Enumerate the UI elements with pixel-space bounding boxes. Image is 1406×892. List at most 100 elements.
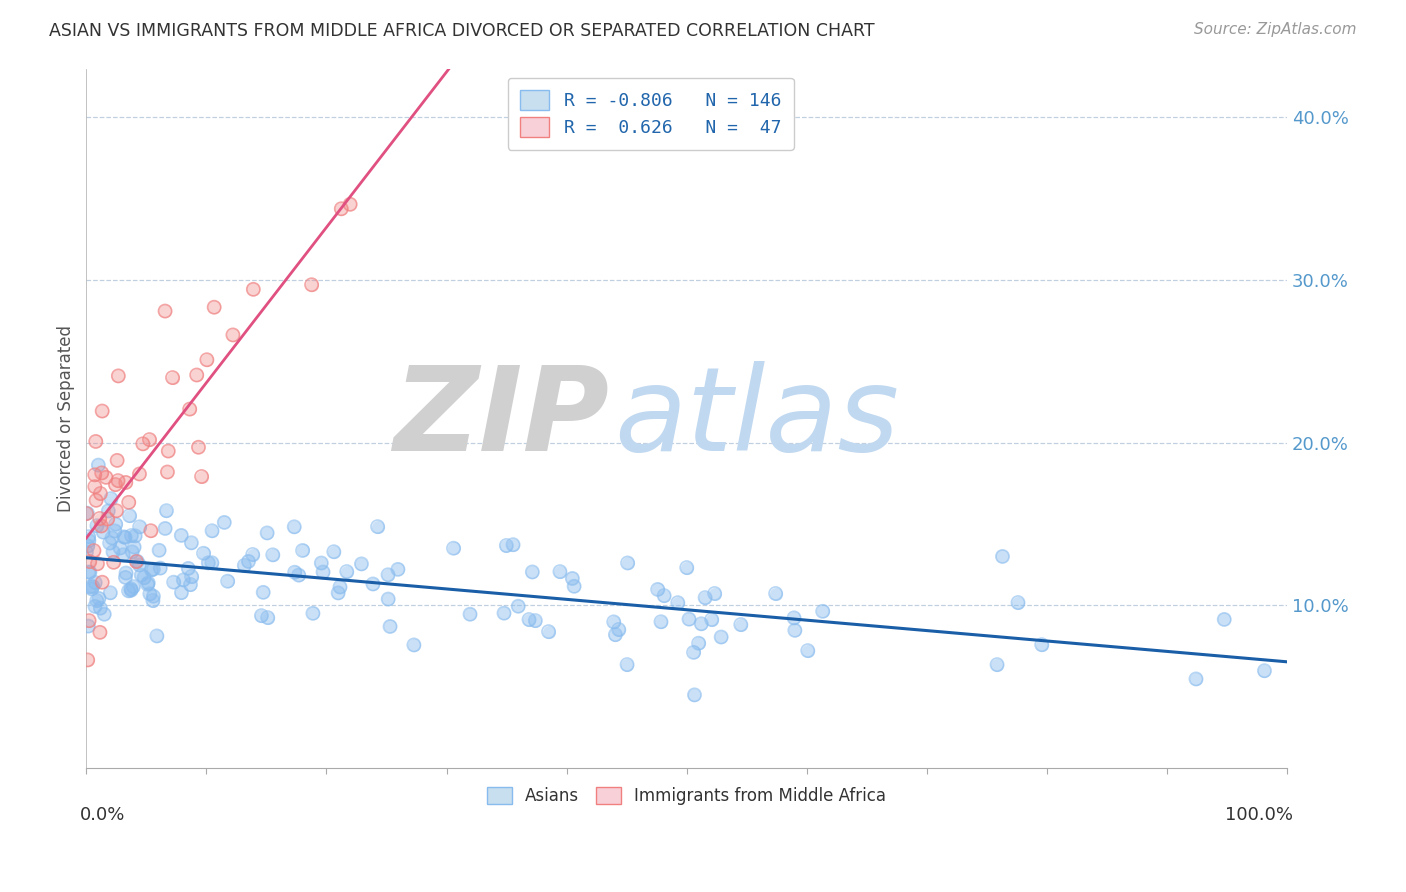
Point <box>87 458 110 472</box>
Point <box>177 561 200 575</box>
Point <box>138 433 160 447</box>
Point <box>616 556 638 570</box>
Point <box>179 577 201 591</box>
Point <box>90 466 112 480</box>
Point <box>387 562 409 576</box>
Point <box>98 536 121 550</box>
Point <box>301 277 323 292</box>
Point <box>117 583 139 598</box>
Point <box>250 608 273 623</box>
Point <box>138 433 160 447</box>
Point <box>76 653 98 667</box>
Point <box>104 524 127 538</box>
Point <box>104 524 127 538</box>
Point <box>195 352 218 367</box>
Point <box>136 577 159 591</box>
Point <box>339 197 361 211</box>
Point <box>214 516 236 530</box>
Point <box>675 560 697 574</box>
Point <box>377 592 399 607</box>
Point <box>76 653 98 667</box>
Point <box>678 612 700 626</box>
Point <box>91 575 114 590</box>
Point <box>87 591 110 606</box>
Point <box>170 528 193 542</box>
Point <box>91 404 114 418</box>
Point <box>322 545 344 559</box>
Point <box>195 352 218 367</box>
Point <box>495 539 517 553</box>
Point <box>172 573 194 587</box>
Point <box>250 608 273 623</box>
Point <box>75 545 97 559</box>
Point <box>377 567 399 582</box>
Point <box>222 327 245 342</box>
Text: Source: ZipAtlas.com: Source: ZipAtlas.com <box>1194 22 1357 37</box>
Point <box>177 561 200 575</box>
Point <box>104 517 127 532</box>
Point <box>94 470 117 484</box>
Point <box>86 593 108 607</box>
Point <box>730 617 752 632</box>
Point <box>77 614 100 628</box>
Point <box>217 574 239 589</box>
Point <box>83 543 105 558</box>
Point <box>120 582 142 596</box>
Point <box>678 612 700 626</box>
Point <box>148 543 170 558</box>
Point <box>256 525 278 540</box>
Point <box>350 557 373 571</box>
Text: ZIP: ZIP <box>392 360 609 475</box>
Point <box>76 539 98 553</box>
Point <box>180 569 202 583</box>
Point <box>98 536 121 550</box>
Point <box>650 615 672 629</box>
Point <box>1185 672 1208 686</box>
Point <box>93 607 115 622</box>
Point <box>710 630 733 644</box>
Point <box>128 467 150 481</box>
Point <box>283 520 305 534</box>
Point <box>83 480 105 494</box>
Point <box>765 586 787 600</box>
Point <box>107 368 129 383</box>
Point <box>1031 638 1053 652</box>
Point <box>603 615 626 629</box>
Point <box>242 282 264 296</box>
Point <box>149 561 172 575</box>
Point <box>700 613 723 627</box>
Point <box>121 545 143 559</box>
Point <box>328 586 350 600</box>
Point <box>136 576 159 591</box>
Point <box>107 474 129 488</box>
Point <box>82 579 104 593</box>
Point <box>141 563 163 577</box>
Point <box>537 624 560 639</box>
Y-axis label: Divorced or Separated: Divorced or Separated <box>58 325 75 512</box>
Point <box>222 327 245 342</box>
Point <box>153 521 176 535</box>
Point <box>115 566 138 580</box>
Point <box>652 589 675 603</box>
Point <box>283 520 305 534</box>
Point <box>688 636 710 650</box>
Point <box>112 530 135 544</box>
Point <box>242 282 264 296</box>
Point <box>700 613 723 627</box>
Point <box>197 556 219 570</box>
Point <box>548 565 571 579</box>
Point <box>122 580 145 594</box>
Point <box>149 561 172 575</box>
Point <box>377 592 399 607</box>
Point <box>710 630 733 644</box>
Point <box>91 575 114 590</box>
Point <box>75 507 97 521</box>
Point <box>616 556 638 570</box>
Text: 100.0%: 100.0% <box>1225 806 1294 824</box>
Point <box>79 566 101 580</box>
Point <box>1007 596 1029 610</box>
Point <box>97 512 120 526</box>
Point <box>127 554 149 568</box>
Point <box>361 577 384 591</box>
Point <box>339 197 361 211</box>
